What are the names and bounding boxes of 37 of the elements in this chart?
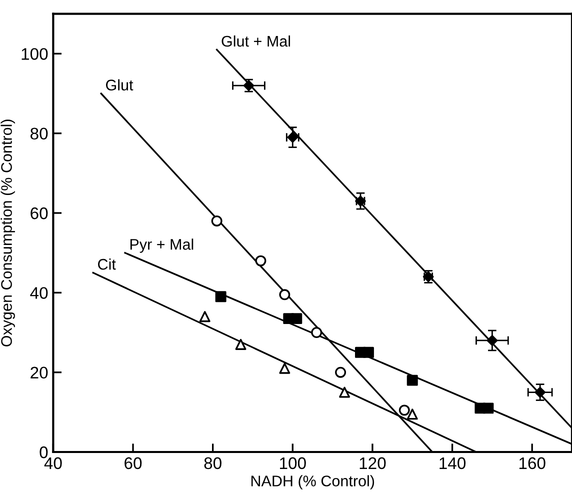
point	[199, 311, 210, 322]
point	[362, 346, 374, 358]
point	[482, 402, 494, 414]
point	[398, 404, 410, 416]
x-tick-label: 120	[360, 457, 386, 470]
series-label: Glut	[106, 79, 134, 90]
point	[291, 313, 302, 324]
point	[215, 291, 226, 302]
point	[279, 289, 290, 300]
x-tick-label: 160	[519, 457, 546, 470]
point	[335, 366, 346, 378]
x-tick-label: 100	[280, 457, 306, 470]
x-tick-label: 40	[44, 457, 62, 470]
series-label: Glut + Mal	[222, 35, 290, 47]
y-tick-label: 0	[40, 446, 48, 458]
point	[406, 408, 418, 420]
point	[406, 374, 418, 386]
y-axis-title: Oxygen Consumption (% Control)	[0, 120, 15, 346]
point	[235, 338, 246, 350]
point	[486, 335, 498, 346]
point	[534, 386, 546, 398]
point	[311, 327, 322, 338]
x-tick-label: 80	[204, 457, 222, 470]
point	[211, 215, 222, 226]
series-label: Cit	[98, 258, 116, 270]
y-tick-label: 60	[30, 207, 48, 220]
point	[339, 386, 350, 398]
y-tick-label: 40	[30, 287, 48, 299]
point	[279, 362, 290, 374]
series-label: Pyr + Mal	[130, 238, 194, 253]
y-tick-label: 100	[22, 48, 48, 60]
x-tick-label: 140	[440, 457, 466, 470]
y-tick-label: 20	[30, 366, 48, 379]
x-tick-label: 60	[124, 457, 142, 470]
y-tick-label: 80	[30, 128, 48, 140]
point	[255, 255, 266, 266]
x-axis-title: NADH (% Control)	[251, 475, 374, 490]
